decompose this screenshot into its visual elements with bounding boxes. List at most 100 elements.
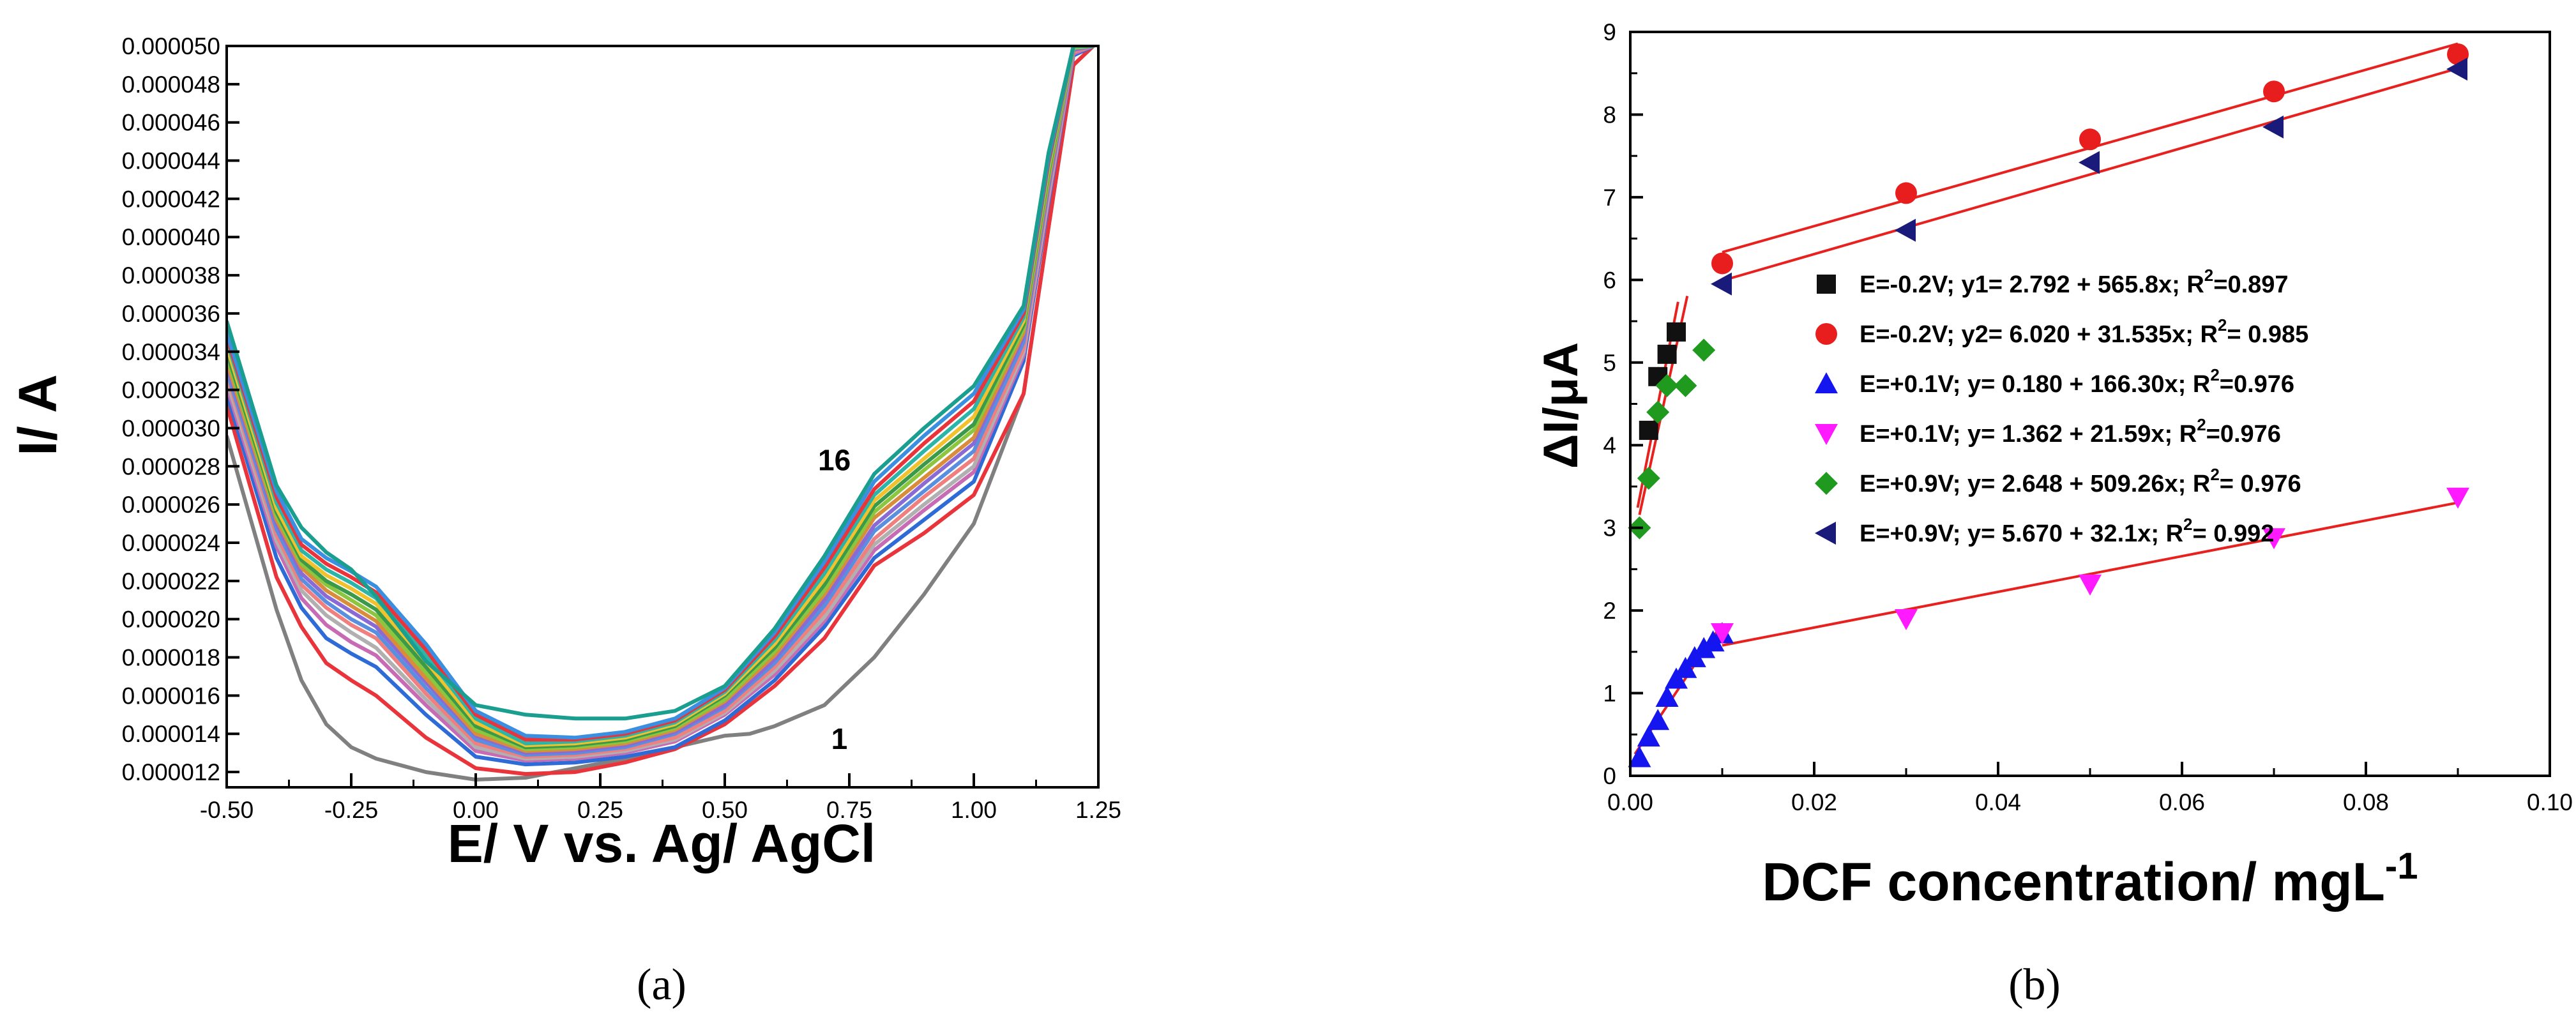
a-y-tick-label: 0.000032 (122, 377, 220, 404)
a-series-line-16 (227, 46, 1094, 721)
b-legend-text: E=+0.9V; y= 2.648 + 509.26x; R (1860, 471, 2210, 497)
b-legend-text: E=+0.9V; y= 5.670 + 32.1x; R (1860, 520, 2183, 547)
a-x-axis-ticks: -0.50 -0.25 0.00 0.25 0.50 0.75 1.00 1.25 (200, 773, 1121, 823)
b-y-tick-label: 3 (1603, 515, 1616, 541)
b-legend-text: E=+0.1V; y= 1.362 + 21.59x; R (1860, 421, 2197, 448)
a-y-tick-label: 0.000020 (122, 607, 220, 633)
b-point-series-2 (2447, 43, 2469, 65)
a-y-tick-label: 0.000036 (122, 301, 220, 327)
b-y-axis-label: ΔI/μA (1534, 342, 1588, 469)
b-legend-r2: =0.897 (2213, 271, 2288, 298)
b-legend-sup: 2 (2204, 266, 2213, 285)
a-y-axis-label: I/ A (8, 374, 68, 456)
a-y-tick-label: 0.000014 (122, 721, 220, 747)
a-y-tick-label: 0.000048 (122, 72, 220, 98)
b-point-series-6 (2079, 151, 2100, 174)
b-y-tick-label: 8 (1603, 102, 1616, 128)
a-y-tick-label: 0.000012 (122, 759, 220, 785)
b-point-series-4 (2446, 487, 2469, 509)
b-point-series-3 (1674, 656, 1697, 678)
a-x-tick-label: 0.25 (577, 797, 623, 823)
b-legend-text: E=-0.2V; y1= 2.792 + 565.8x; R (1860, 271, 2204, 298)
a-x-tick-label: 0.00 (453, 797, 499, 823)
b-legend-r2: =0.976 (2220, 371, 2294, 398)
b-y-tick-label: 9 (1603, 19, 1616, 45)
b-legend-entry-2: E=-0.2V; y2= 6.020 + 31.535x; R2= 0.985 (1860, 315, 2308, 348)
b-point-series-3 (1646, 709, 1670, 730)
b-y-tick-label: 2 (1603, 598, 1616, 624)
b-legend-r2: = 0.976 (2220, 471, 2301, 497)
b-fit-lines (1633, 42, 2459, 755)
b-x-tick-label: 0.10 (2527, 789, 2573, 815)
a-y-tick-label: 0.000042 (122, 186, 220, 212)
b-x-axis-label-main: DCF concentration/ mgL (1762, 852, 2385, 912)
b-y-tick-label: 0 (1603, 763, 1616, 789)
a-curve-annotation: 16 (818, 443, 851, 476)
b-x-tick-label: 0.08 (2343, 789, 2389, 815)
panel-a-line-chart: -0.50 -0.25 0.00 0.25 0.50 0.75 1.00 1.25 0.000… (8, 33, 1121, 1010)
a-x-axis-label: E/ V vs. Ag/ AgCl (448, 813, 876, 874)
b-legend-marker-4 (1815, 424, 1838, 445)
a-y-tick-label: 0.000044 (122, 148, 220, 174)
a-series-line-2 (227, 46, 1095, 776)
b-point-series-5 (1655, 374, 1679, 398)
b-legend-marker-6 (1815, 522, 1836, 545)
b-point-series-1 (1639, 420, 1658, 440)
a-y-tick-label: 0.000038 (122, 262, 220, 289)
b-point-series-4 (2262, 528, 2285, 550)
a-x-tick-label: 0.50 (702, 797, 748, 823)
b-x-tick-label: 0.06 (2159, 789, 2205, 815)
b-point-series-5 (1646, 400, 1670, 424)
b-legend-text: E=-0.2V; y2= 6.020 + 31.535x; R (1860, 321, 2218, 348)
b-legend-entry-6: E=+0.9V; y= 5.670 + 32.1x; R2= 0.992 (1860, 515, 2274, 547)
b-y-tick-label: 7 (1603, 185, 1616, 211)
a-x-tick-label: 1.25 (1075, 797, 1121, 823)
b-legend-sup: 2 (2218, 315, 2227, 335)
a-y-tick-label: 0.000030 (122, 415, 220, 441)
a-x-tick-label: -0.25 (324, 797, 378, 823)
a-y-tick-label: 0.000018 (122, 645, 220, 671)
b-legend-r2: = 0.992 (2193, 520, 2275, 547)
a-y-tick-label: 0.000046 (122, 110, 220, 136)
a-x-tick-label: -0.50 (200, 797, 254, 823)
b-y-tick-label: 4 (1603, 432, 1616, 458)
b-point-series-1 (1657, 344, 1677, 364)
b-legend-entry-3: E=+0.1V; y= 0.180 + 166.30x; R2=0.976 (1860, 365, 2294, 398)
b-panel-label: (b) (2008, 960, 2061, 1010)
b-point-series-3 (1637, 725, 1660, 747)
b-legend: E=-0.2V; y1= 2.792 + 565.8x; R2=0.897E=-… (1815, 266, 2308, 547)
b-point-series-4 (1895, 609, 1918, 631)
b-legend-r2: = 0.985 (2227, 321, 2308, 348)
b-point-series-4 (1711, 623, 1734, 645)
a-y-tick-label: 0.000050 (122, 33, 220, 59)
b-point-series-4 (2079, 574, 2102, 596)
b-point-series-5 (1637, 467, 1660, 490)
b-legend-sup: 2 (2197, 415, 2206, 434)
a-series-line-1 (227, 46, 1095, 782)
a-y-tick-label: 0.000022 (122, 568, 220, 594)
b-point-series-6 (1895, 218, 1916, 242)
b-legend-r2: =0.976 (2206, 421, 2281, 448)
b-x-tick-label: 0.02 (1791, 789, 1837, 815)
b-x-tick-label: 0.00 (1607, 789, 1653, 815)
a-curves (227, 46, 1095, 782)
b-point-series-6 (1711, 272, 1732, 296)
b-y-tick-label: 1 (1603, 681, 1616, 707)
b-point-series-2 (2079, 128, 2101, 151)
b-legend-sup: 2 (2183, 515, 2192, 534)
b-point-series-5 (1692, 338, 1716, 362)
b-point-series-2 (1711, 252, 1733, 275)
b-x-tick-label: 0.04 (1975, 789, 2021, 815)
b-point-series-6 (2446, 57, 2467, 81)
b-legend-marker-5 (1815, 472, 1838, 495)
a-y-tick-label: 0.000024 (122, 530, 220, 556)
b-legend-entry-4: E=+0.1V; y= 1.362 + 21.59x; R2=0.976 (1860, 415, 2281, 448)
b-point-series-3 (1628, 746, 1651, 768)
a-y-tick-label: 0.000016 (122, 683, 220, 709)
b-legend-text: E=+0.1V; y= 0.180 + 166.30x; R (1860, 371, 2210, 398)
b-fit-line-6 (1722, 67, 2459, 282)
b-point-series-6 (2262, 115, 2284, 139)
a-x-tick-label: 0.75 (826, 797, 872, 823)
a-y-tick-label: 0.000040 (122, 224, 220, 250)
